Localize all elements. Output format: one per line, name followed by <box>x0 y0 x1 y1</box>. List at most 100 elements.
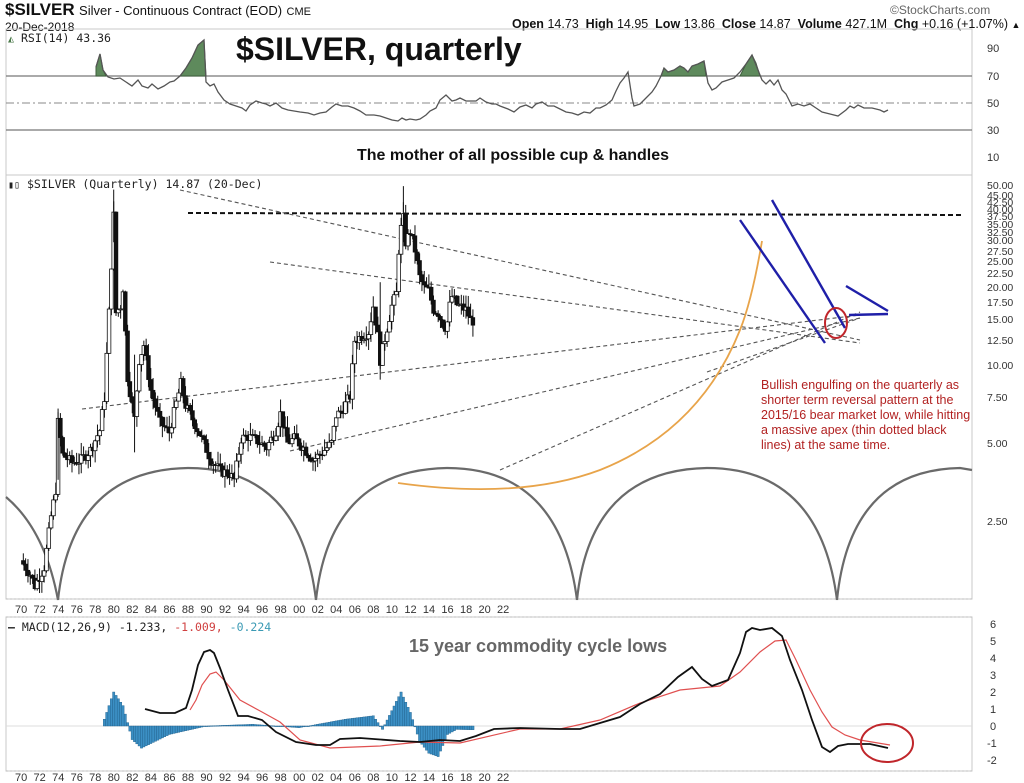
svg-text:45.00: 45.00 <box>987 190 1013 202</box>
svg-text:0: 0 <box>990 721 996 733</box>
macd-panel-frame <box>5 616 973 772</box>
macd-line-icon: — <box>8 620 15 634</box>
svg-text:30.00: 30.00 <box>987 235 1013 247</box>
svg-text:70: 70 <box>15 604 27 616</box>
symbol: $SILVER <box>5 0 75 19</box>
candlestick-icon: ▮▯ <box>8 180 21 191</box>
up-arrow-icon: ▲ <box>1011 20 1021 30</box>
svg-text:32.50: 32.50 <box>987 227 1013 239</box>
svg-text:15.00: 15.00 <box>987 314 1013 326</box>
svg-text:82: 82 <box>126 772 138 783</box>
cup-arc <box>397 240 763 491</box>
svg-text:12: 12 <box>404 772 416 783</box>
chg-label: Chg <box>894 17 919 31</box>
svg-text:92: 92 <box>219 772 231 783</box>
svg-text:86: 86 <box>163 604 175 616</box>
high-label: High <box>585 17 614 31</box>
svg-text:3: 3 <box>990 670 996 682</box>
svg-text:76: 76 <box>71 772 83 783</box>
svg-text:90: 90 <box>200 772 212 783</box>
svg-text:-1: -1 <box>987 738 997 750</box>
volume-value: 427.1M <box>845 17 888 31</box>
price-x-axis: 70 72 74 76 78 80 82 84 86 88 90 92 94 96 98 00 02 04 06 08… <box>15 604 509 616</box>
svg-text:98: 98 <box>275 772 287 783</box>
svg-text:16: 16 <box>441 604 453 616</box>
svg-text:22.50: 22.50 <box>987 268 1013 280</box>
watermark: ©StockCharts.com <box>890 3 991 17</box>
svg-text:02: 02 <box>312 772 324 783</box>
svg-text:10.00: 10.00 <box>987 360 1013 372</box>
macd-label: — MACD(12,26,9) -1.233, -1.009, -0.224 <box>8 620 272 634</box>
chart-header: $SILVER Silver - Continuous Contract (EO… <box>5 0 311 20</box>
dotted-trendlines <box>81 189 861 471</box>
rsi-icon: ◭ <box>8 34 15 45</box>
svg-text:80: 80 <box>108 772 120 783</box>
svg-text:74: 74 <box>52 604 64 616</box>
svg-text:96: 96 <box>256 772 268 783</box>
svg-text:10: 10 <box>386 772 398 783</box>
svg-text:04: 04 <box>330 604 342 616</box>
cycle-arcs <box>5 466 973 601</box>
svg-text:70: 70 <box>15 772 27 783</box>
svg-text:12.50: 12.50 <box>987 335 1013 347</box>
svg-text:5.00: 5.00 <box>987 438 1008 450</box>
svg-text:70: 70 <box>987 71 999 83</box>
svg-text:92: 92 <box>219 604 231 616</box>
price-candles <box>21 186 476 594</box>
volume-label: Volume <box>797 17 842 31</box>
svg-text:08: 08 <box>367 772 379 783</box>
svg-text:-2: -2 <box>987 755 997 767</box>
svg-text:88: 88 <box>182 772 194 783</box>
svg-text:86: 86 <box>163 772 175 783</box>
rsi-axis: 90 70 50 30 10 <box>987 43 999 164</box>
price-axis: 50.00 45.00 42.50 40.00 37.50 35.00 32.5… <box>987 180 1013 528</box>
ohlc-bar: Open 14.73 High 14.95 Low 13.86 Close 14… <box>512 17 1020 31</box>
svg-text:27.50: 27.50 <box>987 246 1013 258</box>
svg-text:20: 20 <box>479 772 491 783</box>
price-label: ▮▯ $SILVER (Quarterly) 14.87 (20-Dec) <box>8 177 263 191</box>
close-value: 14.87 <box>759 17 791 31</box>
rsi-line <box>95 38 889 122</box>
svg-text:16: 16 <box>441 772 453 783</box>
svg-text:50: 50 <box>987 98 999 110</box>
svg-text:7.50: 7.50 <box>987 392 1008 404</box>
chart-title: $SILVER, quarterly <box>236 31 522 67</box>
svg-text:72: 72 <box>34 604 46 616</box>
price-panel-frame <box>5 174 973 600</box>
resistance-line <box>187 212 963 216</box>
macd-signal-line <box>189 639 891 749</box>
svg-text:06: 06 <box>349 604 361 616</box>
svg-text:94: 94 <box>237 604 249 616</box>
engulfing-circle <box>824 307 848 339</box>
svg-text:82: 82 <box>126 604 138 616</box>
macd-circle <box>860 723 914 763</box>
macd-line <box>144 627 889 754</box>
svg-text:02: 02 <box>312 604 324 616</box>
high-value: 14.95 <box>616 17 649 31</box>
chart-subtitle: The mother of all possible cup & handles <box>357 147 670 164</box>
svg-text:2.50: 2.50 <box>987 516 1008 528</box>
svg-text:88: 88 <box>182 604 194 616</box>
svg-text:84: 84 <box>145 604 157 616</box>
svg-text:84: 84 <box>145 772 157 783</box>
svg-text:42.50: 42.50 <box>987 197 1013 209</box>
svg-text:37.50: 37.50 <box>987 211 1013 223</box>
svg-text:20: 20 <box>479 604 491 616</box>
svg-text:4: 4 <box>990 653 996 665</box>
annotation-bullish-engulfing: Bullish engulfing on the quarterly as sh… <box>761 378 971 452</box>
macd-histogram <box>103 691 475 757</box>
svg-text:80: 80 <box>108 604 120 616</box>
svg-text:14: 14 <box>423 604 435 616</box>
macd-title: 15 year commodity cycle lows <box>409 636 668 656</box>
svg-text:10: 10 <box>987 152 999 164</box>
exchange: CME <box>286 6 311 18</box>
svg-text:90: 90 <box>200 604 212 616</box>
chart-date: 20-Dec-2018 <box>5 20 75 34</box>
chg-value: +0.16 (+1.07%) <box>921 17 1008 31</box>
svg-text:22: 22 <box>497 604 509 616</box>
svg-text:76: 76 <box>71 604 83 616</box>
svg-text:00: 00 <box>293 604 305 616</box>
svg-text:90: 90 <box>987 43 999 55</box>
svg-text:14: 14 <box>423 772 435 783</box>
